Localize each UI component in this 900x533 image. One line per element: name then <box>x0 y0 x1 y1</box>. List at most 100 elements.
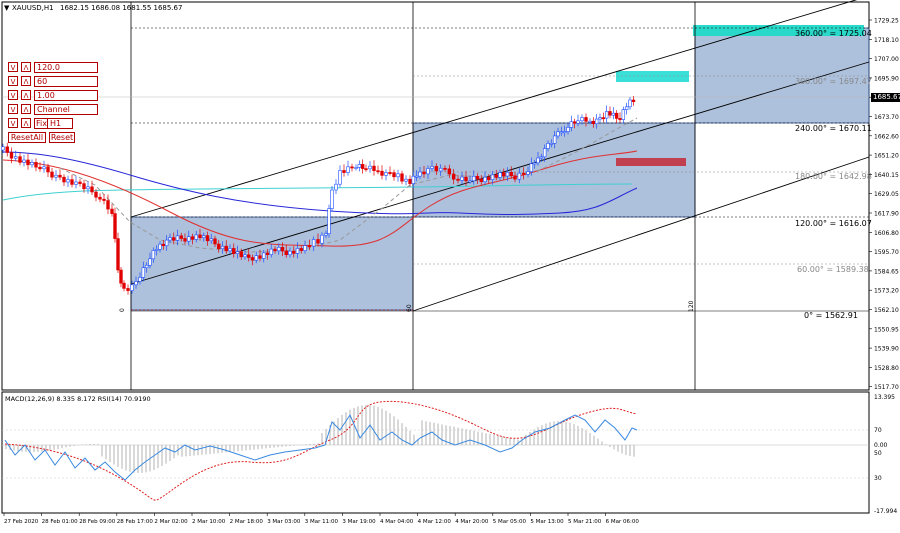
price-tick-label: 1729.25 <box>874 18 899 25</box>
time-tick-label: 3 Mar 03:00 <box>267 519 301 525</box>
current-price-tag: 1685.67 <box>871 93 900 102</box>
candle-body <box>175 235 180 241</box>
reset-button[interactable]: Reset <box>49 132 75 143</box>
range-box-1 <box>130 216 414 311</box>
increase-button[interactable]: Λ <box>21 62 31 72</box>
timeframe-field[interactable]: H1 <box>47 118 73 129</box>
candle-body <box>342 170 346 173</box>
time-tick-label: 4 Mar 20:00 <box>455 519 489 525</box>
candle-body <box>487 176 491 180</box>
candle-body <box>224 245 228 252</box>
candle-body <box>584 117 588 122</box>
time-tick-label: 5 Mar 13:00 <box>530 519 564 525</box>
candle-body <box>254 255 258 261</box>
time-tick-label: 28 Feb 17:00 <box>117 519 154 525</box>
candle-body <box>624 106 629 110</box>
candle-body <box>70 179 74 185</box>
level-label-360: 360.00° = 1725.04 <box>795 29 872 38</box>
candle-body <box>529 163 534 172</box>
price-tick-label: 1629.05 <box>874 191 899 198</box>
candle-body <box>265 252 270 255</box>
increase-button[interactable]: Λ <box>21 118 31 128</box>
candle-body <box>556 131 560 137</box>
candle-body <box>569 121 574 128</box>
range-box-3 <box>694 27 870 124</box>
candle-body <box>434 166 439 172</box>
candle-body <box>82 183 86 190</box>
indicator-tick-label: -17.994 <box>874 508 897 515</box>
main-chart-frame <box>1 1 870 391</box>
candle-body <box>198 234 202 238</box>
candle-body <box>559 131 564 134</box>
level-label-240: 240.00° = 1670.11 <box>795 124 872 133</box>
candle-body <box>217 243 221 249</box>
candle-body <box>330 189 334 209</box>
candle-body <box>119 269 123 284</box>
increase-button[interactable]: Λ <box>21 76 31 86</box>
candle-body <box>372 165 376 171</box>
channel-upper <box>130 0 858 218</box>
dropdown-arrow-icon: ▼ <box>4 4 10 12</box>
period-field[interactable]: 60 <box>34 76 98 87</box>
decrease-button[interactable]: V <box>8 104 18 114</box>
candle-body <box>396 173 400 178</box>
candle-body <box>350 166 354 169</box>
price-tick-label: 1651.20 <box>874 153 899 160</box>
candle-body <box>122 282 126 289</box>
candle-body <box>430 166 434 169</box>
candle-body <box>384 172 388 176</box>
candle-body <box>154 249 159 251</box>
ma-cyan <box>2 183 633 201</box>
candle-body <box>179 235 183 239</box>
candle-body <box>505 172 510 177</box>
candle-body <box>566 127 570 132</box>
decrease-button[interactable]: V <box>8 62 18 72</box>
price-tick-label: 1539.90 <box>874 346 899 353</box>
candle-body <box>418 171 422 177</box>
time-tick-label: 3 Mar 11:00 <box>305 519 339 525</box>
time-tick-label: 2 Mar 10:00 <box>192 519 226 525</box>
increase-button[interactable]: Λ <box>21 90 31 100</box>
candle-body <box>426 168 430 175</box>
decrease-button[interactable]: V <box>8 118 18 128</box>
candle-body <box>580 117 584 122</box>
candle-body <box>250 257 255 261</box>
candle-body <box>86 186 90 190</box>
candle-body <box>18 156 22 163</box>
candle-body <box>591 120 596 125</box>
reset-all-button[interactable]: ResetAll <box>8 132 46 143</box>
candle-body <box>404 178 408 182</box>
fix-toggle[interactable]: Fix <box>34 118 48 129</box>
price-tick-label: 1517.70 <box>874 384 899 391</box>
candle-body <box>94 191 98 198</box>
candle-body <box>247 254 251 258</box>
candle-body <box>228 248 232 252</box>
candle-body <box>98 196 102 200</box>
candle-body <box>277 247 281 252</box>
macd-histogram <box>5 405 635 473</box>
decrease-button[interactable]: V <box>8 76 18 86</box>
price-tick-label: 1640.15 <box>874 172 899 179</box>
decrease-button[interactable]: V <box>8 90 18 100</box>
marker-60: 60 <box>406 304 413 312</box>
candle-body <box>526 171 530 175</box>
candle-body <box>498 172 502 178</box>
price-tick-label: 1573.20 <box>874 288 899 295</box>
step-field[interactable]: 120.0 <box>34 62 98 73</box>
candle-body <box>209 238 213 242</box>
candle-body <box>513 175 517 180</box>
candle-body <box>472 176 476 182</box>
candle-body <box>443 167 447 170</box>
increase-button[interactable]: Λ <box>21 104 31 114</box>
scale-field[interactable]: 1.00 <box>34 90 98 101</box>
candle-body <box>126 288 130 291</box>
price-tick-label: 1617.90 <box>874 211 899 218</box>
candle-body <box>58 174 62 178</box>
candle-body <box>517 172 522 180</box>
mode-field[interactable]: Channel <box>34 104 98 115</box>
candle-body <box>78 181 82 184</box>
candle-body <box>380 170 384 176</box>
candle-body <box>451 173 456 180</box>
candle-body <box>464 176 468 182</box>
